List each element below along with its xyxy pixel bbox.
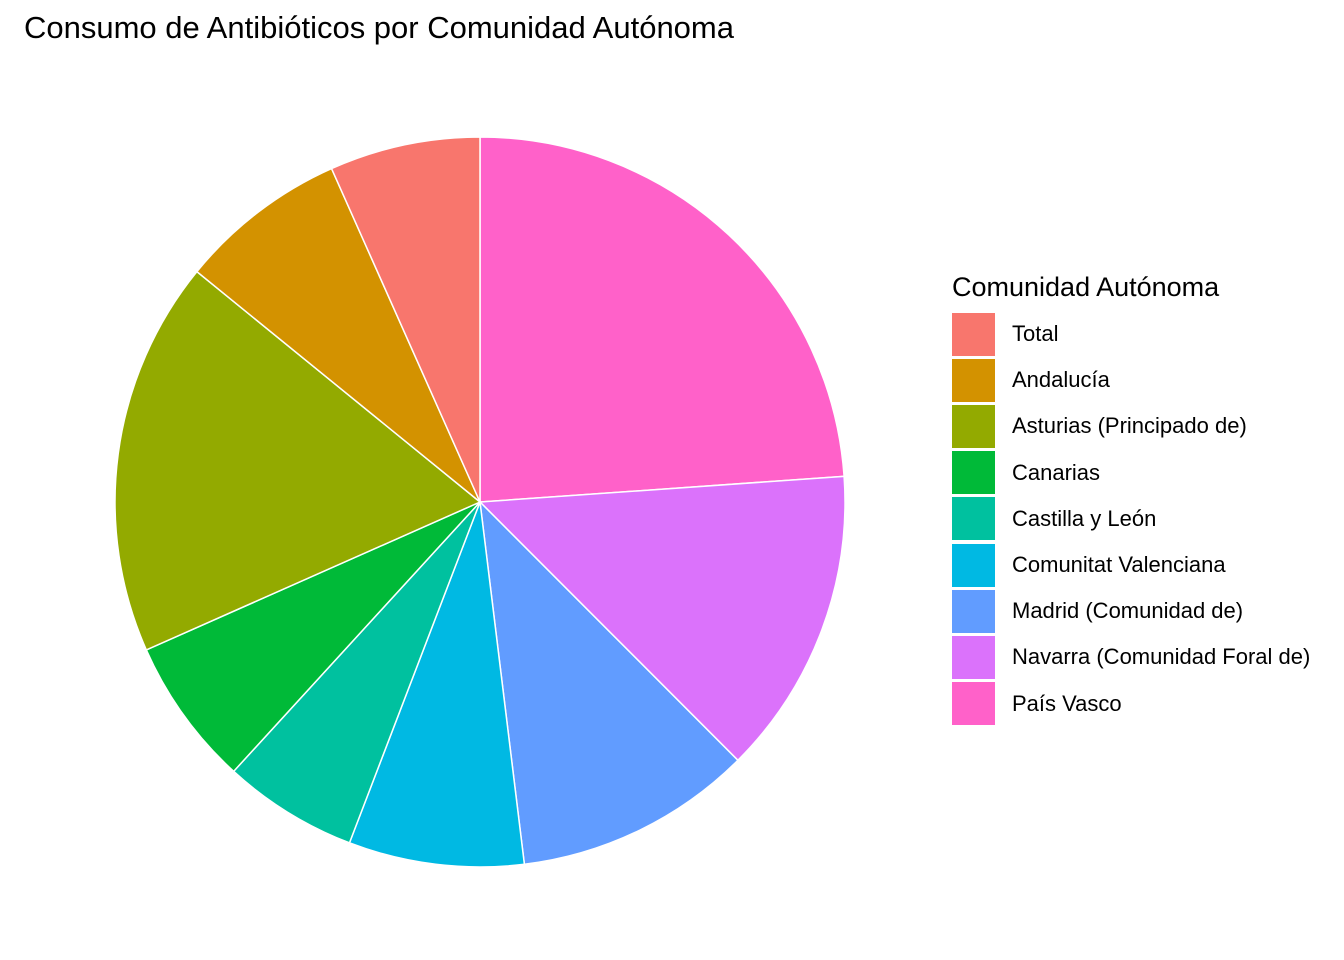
legend-label: Andalucía: [1012, 367, 1110, 393]
pie-slice-pais-vasco: [479, 136, 845, 503]
pie-slice-andalucia: [195, 167, 481, 503]
legend-key: [952, 543, 995, 587]
pie-slice-comunitat-valenciana: [348, 501, 526, 868]
legend-item-andalucia: Andalucía: [952, 357, 1310, 403]
legend-item-comunitat-valenciana: Comunitat Valenciana: [952, 542, 1310, 588]
legend-item-pais-vasco: País Vasco: [952, 681, 1310, 727]
legend-label: País Vasco: [1012, 690, 1122, 716]
legend-label: Total: [1012, 321, 1059, 347]
legend: Comunidad Autónoma Total Andalucía Asturia…: [952, 272, 1310, 727]
pie-slice-asturias-principado-de: [114, 270, 482, 651]
legend-label: Madrid (Comunidad de): [1012, 598, 1244, 624]
legend-label: Navarra (Comunidad Foral de): [1012, 644, 1311, 670]
legend-label: Canarias: [1012, 459, 1101, 485]
legend-items: Total Andalucía Asturias (Principado de) Ca…: [952, 311, 1310, 727]
legend-label: Castilla y León: [1012, 505, 1157, 531]
pie-slice-total: [330, 136, 481, 503]
legend-item-total: Total: [952, 311, 1310, 357]
legend-key: [952, 635, 995, 679]
pie-slice-madrid-comunidad-de: [478, 499, 739, 866]
legend-key: [952, 682, 995, 726]
legend-item-navarra-comunidad-foral-de: Navarra (Comunidad Foral de): [952, 634, 1310, 680]
legend-key: [952, 358, 995, 402]
legend-item-madrid-comunidad-de: Madrid (Comunidad de): [952, 588, 1310, 634]
legend-title: Comunidad Autónoma: [952, 272, 1220, 302]
pie-slice-canarias: [145, 501, 481, 773]
legend-item-asturias-principado-de: Asturias (Principado de): [952, 403, 1310, 449]
legend-item-castilla-y-leon: Castilla y León: [952, 496, 1310, 542]
legend-key: [952, 451, 995, 495]
pie-slice-navarra-comunidad-foral-de: [478, 475, 846, 762]
legend-key: [952, 589, 995, 633]
legend-label: Asturias (Principado de): [1012, 413, 1247, 439]
pie-slice-castilla-y-leon: [232, 501, 481, 844]
legend-key: [952, 497, 995, 541]
chart-title: Consumo de Antibióticos por Comunidad Au…: [24, 10, 734, 45]
legend-item-canarias: Canarias: [952, 450, 1310, 496]
legend-key: [952, 404, 995, 448]
legend-key: [952, 312, 995, 356]
legend-label: Comunitat Valenciana: [1012, 552, 1226, 578]
